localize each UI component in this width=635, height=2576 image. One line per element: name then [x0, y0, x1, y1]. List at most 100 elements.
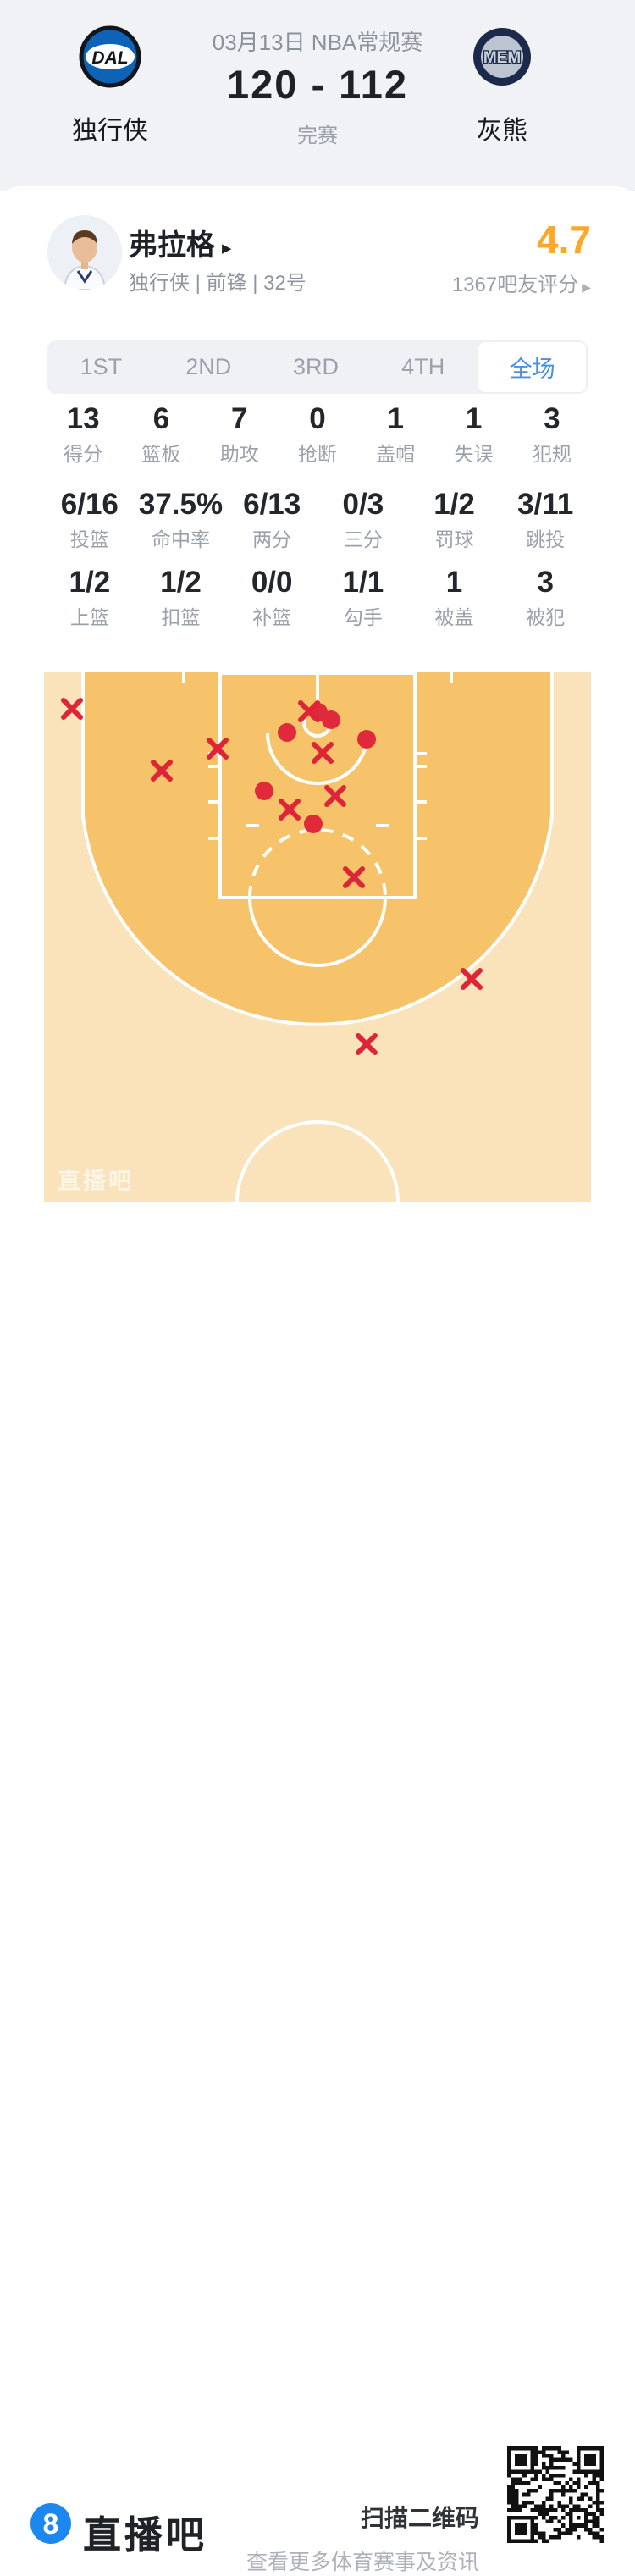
- stat-value: 3: [537, 566, 554, 599]
- stat-label: 跳投: [526, 528, 566, 550]
- stat-label: 篮板: [141, 443, 181, 465]
- match-status: 完赛: [297, 124, 338, 147]
- stat-cell-两分: 6/13 两分: [226, 489, 318, 551]
- away-team-name[interactable]: 灰熊: [477, 117, 527, 145]
- shot-make-marker: [322, 710, 340, 729]
- brand-name[interactable]: 直播吧: [83, 2513, 208, 2557]
- stat-value: 1/2: [433, 488, 475, 521]
- stat-cell-三分: 0/3 三分: [318, 489, 409, 551]
- stat-cell-上篮: 1/2 上篮: [44, 567, 135, 629]
- stat-value: 0/0: [251, 566, 293, 599]
- stat-cell-助攻: 7 助攻: [201, 403, 279, 466]
- tab-全场[interactable]: 全场: [478, 342, 586, 392]
- tab-1ST[interactable]: 1ST: [80, 354, 123, 379]
- zhibo8-logo-icon[interactable]: 8: [30, 2503, 71, 2544]
- stat-cell-被犯: 3 被犯: [500, 567, 591, 629]
- stat-value: 0/3: [342, 488, 384, 521]
- player-name[interactable]: 弗拉格 ▶: [129, 229, 232, 262]
- stat-value: 6: [152, 402, 170, 435]
- player-meta: 独行侠 | 前锋 | 32号: [129, 272, 306, 295]
- shot-miss-marker: [279, 799, 301, 821]
- rating-detail-arrow-icon: ▶: [582, 280, 591, 294]
- stat-value: 6/16: [60, 488, 119, 521]
- stat-cell-勾手: 1/1 勾手: [318, 567, 409, 629]
- home-team-logo-icon[interactable]: DAL: [79, 25, 141, 88]
- stat-label: 投篮: [69, 528, 109, 550]
- stat-value: 13: [66, 402, 100, 435]
- player-rating: 4.7: [537, 218, 591, 262]
- home-team-name[interactable]: 独行侠: [72, 117, 148, 145]
- away-team-logo-icon[interactable]: MEM: [471, 25, 533, 88]
- stat-cell-被盖: 1 被盖: [409, 567, 500, 629]
- stat-value: 7: [230, 402, 248, 435]
- stat-value: 6/13: [243, 488, 301, 521]
- stat-cell-扣篮: 1/2 扣篮: [135, 567, 227, 629]
- stat-label: 命中率: [152, 528, 210, 550]
- stat-label: 盖帽: [376, 443, 416, 465]
- stat-label: 助攻: [219, 443, 259, 465]
- stat-cell-犯规: 3 犯规: [513, 403, 591, 466]
- shot-miss-marker: [312, 742, 334, 764]
- stat-label: 两分: [252, 528, 292, 550]
- stat-value: 1: [445, 566, 463, 599]
- stat-value: 1/1: [342, 566, 384, 599]
- match-header: 03月13日 NBA常规赛 120 - 112 完赛 DAL MEM 独行侠 灰…: [0, 0, 635, 191]
- stat-cell-投篮: 6/16 投篮: [44, 489, 135, 551]
- stat-cell-失误: 1 失误: [434, 403, 512, 466]
- shot-miss-marker: [207, 738, 229, 760]
- svg-text:MEM: MEM: [483, 49, 521, 67]
- stat-label: 被犯: [526, 606, 566, 628]
- shot-miss-marker: [61, 698, 83, 720]
- stat-cell-盖帽: 1 盖帽: [356, 403, 434, 466]
- stat-value: 37.5%: [138, 488, 224, 521]
- court-watermark: 直播吧: [58, 1169, 134, 1194]
- stat-label: 扣篮: [161, 606, 201, 628]
- app-footer: 8 直播吧 扫描二维码 查看更多体育赛事及资讯: [0, 1202, 635, 2574]
- svg-text:DAL: DAL: [91, 48, 128, 68]
- stat-value: 3/11: [517, 488, 574, 521]
- shot-chart-court: 直播吧: [44, 672, 591, 1202]
- stat-cell-补篮: 0/0 补篮: [226, 567, 318, 629]
- shot-miss-marker: [343, 866, 365, 888]
- shot-make-marker: [278, 723, 296, 742]
- svg-text:8: 8: [43, 2508, 59, 2540]
- scan-title: 扫描二维码: [360, 2505, 479, 2531]
- shot-miss-marker: [151, 760, 173, 782]
- stat-cell-跳投: 3/11 跳投: [500, 489, 591, 551]
- player-avatar[interactable]: [47, 215, 122, 290]
- rating-votes[interactable]: 1367吧友评分 ▶: [451, 274, 591, 296]
- stat-value: 3: [544, 402, 560, 435]
- stat-label: 上篮: [69, 606, 109, 628]
- stat-cell-罚球: 1/2 罚球: [409, 489, 500, 551]
- shot-miss-marker: [324, 785, 346, 807]
- stat-cell-抢断: 0 抢断: [279, 403, 356, 466]
- match-date: 03月13日 NBA常规赛: [212, 30, 423, 55]
- player-detail-arrow-icon: ▶: [222, 241, 232, 256]
- shot-miss-marker: [298, 700, 320, 722]
- tab-3RD[interactable]: 3RD: [292, 354, 339, 379]
- stat-cell-命中率: 37.5% 命中率: [135, 489, 227, 551]
- stat-value: 1/2: [160, 566, 202, 599]
- stat-value: 1: [387, 402, 404, 435]
- shot-make-marker: [304, 815, 323, 833]
- stat-label: 犯规: [532, 443, 572, 465]
- stat-cell-篮板: 6 篮板: [122, 403, 200, 466]
- stat-label: 补篮: [252, 606, 292, 628]
- stat-row-detail: 1/2 上篮 1/2 扣篮 0/0 补篮 1/1 勾手 1 被盖 3 被犯: [44, 567, 591, 629]
- stat-cell-得分: 13 得分: [44, 403, 122, 466]
- stat-label: 罚球: [434, 528, 474, 550]
- stat-value: 0: [309, 402, 326, 435]
- tab-2ND[interactable]: 2ND: [185, 354, 232, 379]
- stat-label: 失误: [454, 443, 494, 465]
- quarter-tabbar: 1ST 2ND 3RD 4TH 全场: [47, 340, 588, 394]
- stat-value: 1: [465, 402, 483, 435]
- stat-row-basic: 13 得分 6 篮板 7 助攻 0 抢断 1 盖帽 1 失误 3 犯规: [44, 403, 591, 466]
- scan-hint: 扫描二维码 查看更多体育赛事及资讯: [246, 2500, 479, 2576]
- qr-code: [507, 2446, 604, 2543]
- tab-4TH[interactable]: 4TH: [401, 354, 445, 379]
- match-score: 120 - 112: [226, 62, 408, 107]
- shot-make-marker: [255, 782, 273, 800]
- shot-miss-marker: [461, 968, 483, 990]
- stat-label: 勾手: [343, 606, 383, 628]
- stat-label: 三分: [343, 528, 383, 550]
